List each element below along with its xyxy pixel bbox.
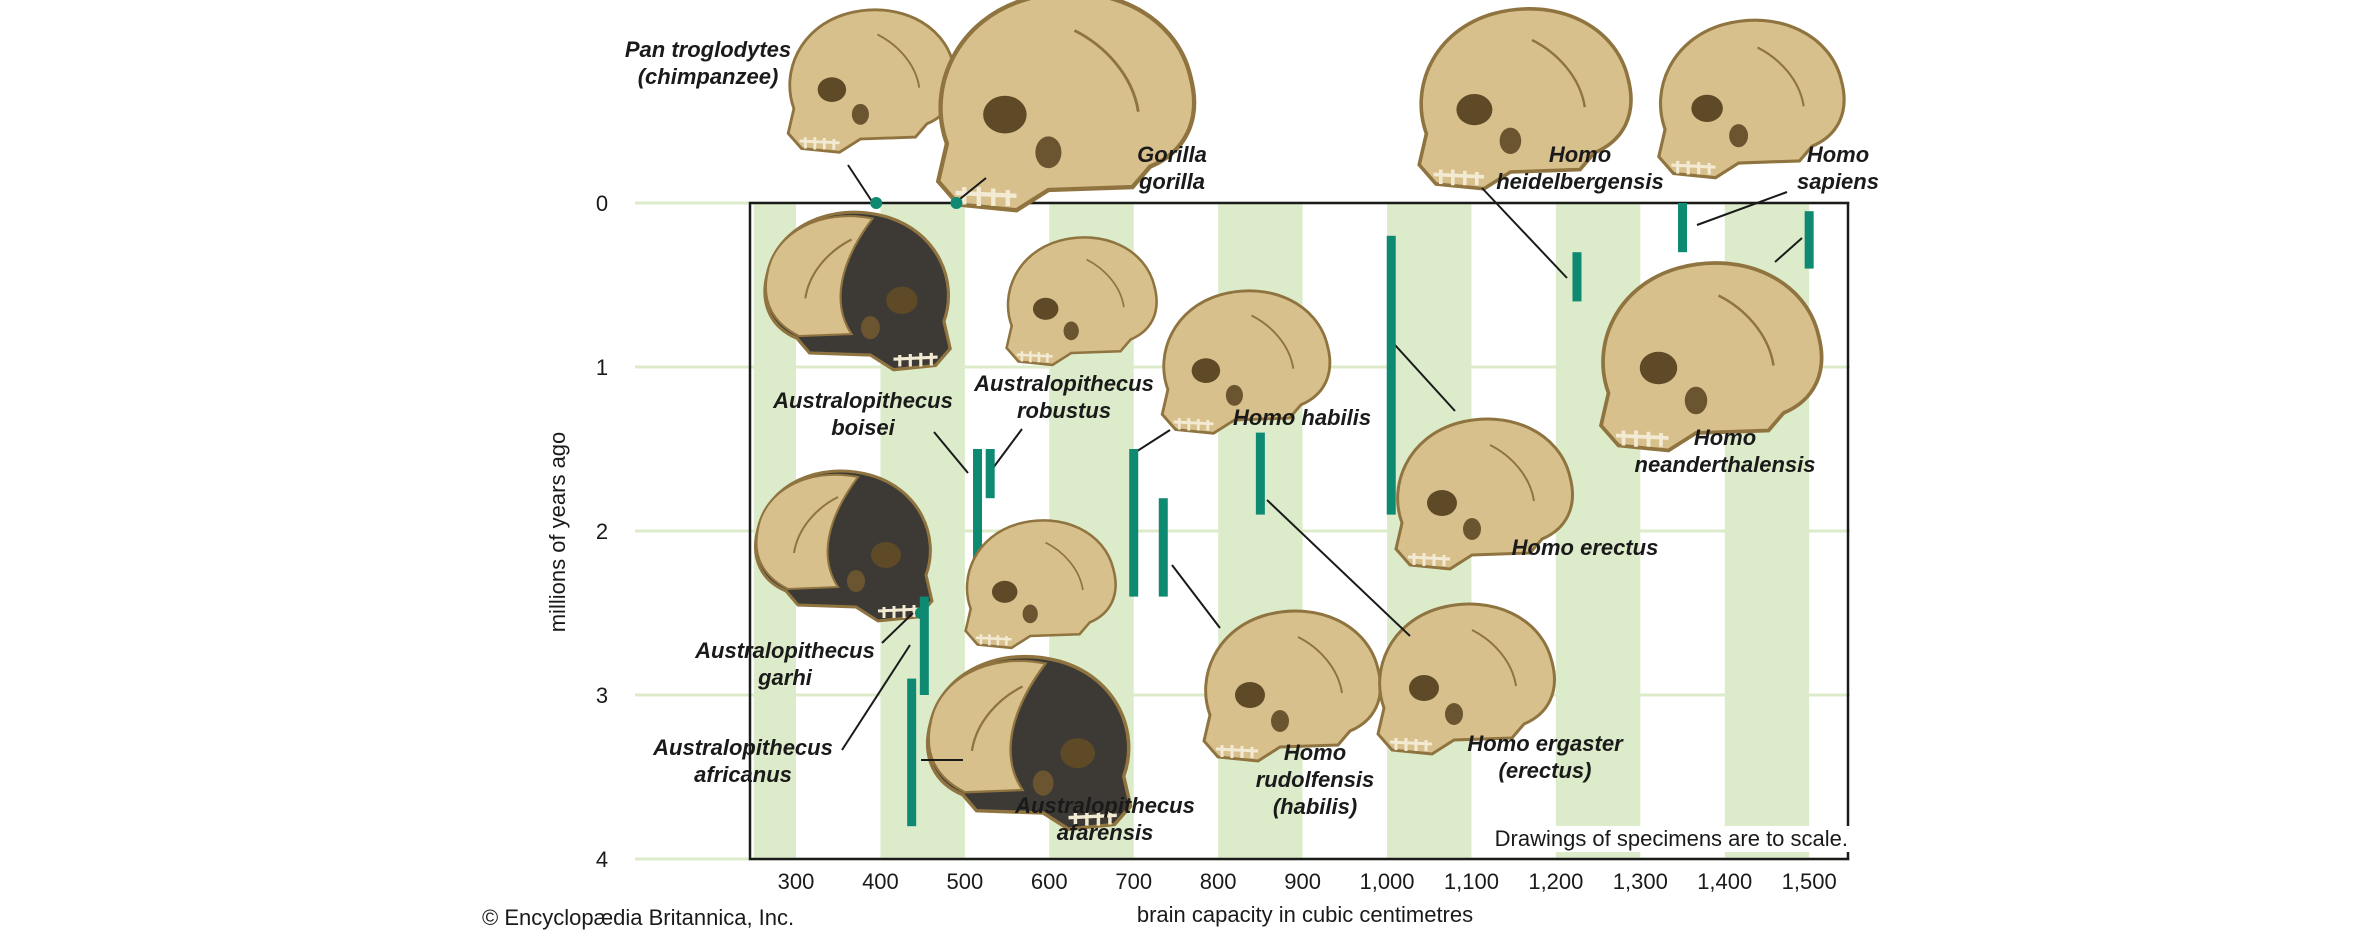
homo-ergaster-erectus-leader-line	[1266, 499, 1411, 637]
x-tick-900: 900	[1284, 869, 1321, 894]
australopithecus-boisei-skull-icon	[763, 210, 952, 372]
x-tick-1,100: 1,100	[1444, 869, 1499, 894]
australopithecus-robustus-range-bar	[985, 449, 995, 499]
australopithecus-afarensis-range-bar	[907, 678, 917, 827]
x-tick-300: 300	[778, 869, 815, 894]
pan-troglodytes-chimpanzee-skull-icon	[786, 8, 958, 154]
plot-frame	[748, 201, 1850, 861]
x-tick-700: 700	[1115, 869, 1152, 894]
x-tick-1,000: 1,000	[1359, 869, 1414, 894]
scale-note: Drawings of specimens are to scale.	[1490, 826, 1852, 852]
y-tick-3: 3	[596, 683, 608, 708]
australopithecus-garhi-label: Australopithecus garhi	[694, 638, 875, 690]
homo-sapiens-skull-icon	[1657, 18, 1846, 180]
homo-habilis-skull-icon	[1160, 289, 1332, 435]
australopithecus-robustus-skull-icon	[1005, 236, 1158, 367]
homo-sapiens-range-bar	[1678, 203, 1688, 253]
australopithecus-robustus-label: Australopithecus robustus	[973, 371, 1154, 423]
homo-neanderthalensis-skull-icon	[1598, 261, 1824, 453]
x-tick-800: 800	[1200, 869, 1237, 894]
y-tick-2: 2	[596, 519, 608, 544]
x-tick-400: 400	[862, 869, 899, 894]
australopithecus-boisei-range-bar	[973, 449, 983, 613]
homo-heidelbergensis-label: Homo heidelbergensis	[1496, 142, 1664, 194]
gorilla-gorilla-label: Gorilla gorilla	[1137, 142, 1207, 194]
homo-rudolfensis-habilis-leader-line	[1171, 564, 1221, 629]
homo-heidelbergensis-range-bar	[1572, 252, 1582, 302]
homo-erectus-label: Homo erectus	[1512, 535, 1659, 560]
pan-troglodytes-chimpanzee-leader-line	[847, 164, 874, 204]
y-tick-0: 0	[596, 191, 608, 216]
homo-ergaster-erectus-range-bar	[1255, 432, 1265, 515]
australopithecus-garhi-leader-line	[881, 612, 914, 644]
homo-ergaster-erectus-label: Homo ergaster (erectus)	[1467, 731, 1624, 783]
australopithecus-boisei-label: Australopithecus boisei	[772, 388, 953, 440]
australopithecus-africanus-leader-line	[841, 644, 911, 751]
australopithecus-boisei-leader-line	[933, 431, 969, 474]
x-tick-1,300: 1,300	[1613, 869, 1668, 894]
y-axis-title: millions of years ago	[545, 432, 570, 633]
homo-rudolfensis-habilis-skull-icon	[1202, 609, 1382, 763]
x-tick-1,200: 1,200	[1528, 869, 1583, 894]
australopithecus-afarensis-label: Australopithecus afarensis	[1014, 793, 1195, 845]
homo-neanderthalensis-range-bar	[1804, 211, 1814, 269]
homo-erectus-leader-line	[1394, 344, 1456, 412]
homo-erectus-range-bar	[1386, 235, 1396, 515]
y-tick-1: 1	[596, 355, 608, 380]
x-axis-title: brain capacity in cubic centimetres	[1137, 902, 1473, 927]
homo-neanderthalensis-label: Homo neanderthalensis	[1635, 425, 1816, 477]
x-tick-1,500: 1,500	[1782, 869, 1837, 894]
x-tick-500: 500	[947, 869, 984, 894]
homo-ergaster-erectus-skull-icon	[1376, 602, 1556, 756]
australopithecus-africanus-skull-icon	[964, 519, 1117, 650]
x-tick-1,400: 1,400	[1697, 869, 1752, 894]
homo-habilis-label: Homo habilis	[1233, 405, 1371, 430]
australopithecus-africanus-range-bar	[919, 596, 929, 695]
homo-rudolfensis-habilis-range-bar	[1158, 498, 1168, 597]
homo-sapiens-label: Homo sapiens	[1797, 142, 1879, 194]
homo-heidelbergensis-skull-icon	[1417, 7, 1633, 191]
australopithecus-garhi-skull-icon	[754, 469, 934, 623]
homo-rudolfensis-habilis-label: Homo rudolfensis (habilis)	[1256, 740, 1375, 819]
pan-troglodytes-chimpanzee-point	[870, 197, 883, 209]
gorilla-gorilla-point	[950, 197, 963, 209]
australopithecus-robustus-leader-line	[992, 428, 1023, 469]
homo-erectus-skull-icon	[1394, 417, 1574, 571]
y-tick-4: 4	[596, 847, 608, 872]
homo-sapiens-leader-line	[1696, 191, 1788, 226]
homo-habilis-range-bar	[1129, 449, 1139, 597]
homo-neanderthalensis-leader-line	[1774, 237, 1803, 263]
x-tick-600: 600	[1031, 869, 1068, 894]
gorilla-gorilla-skull-icon	[935, 0, 1197, 213]
pan-troglodytes-chimpanzee-label: Pan troglodytes (chimpanzee)	[625, 37, 791, 89]
copyright: © Encyclopædia Britannica, Inc.	[482, 905, 795, 930]
homo-heidelbergensis-leader-line	[1481, 187, 1568, 279]
australopithecus-africanus-label: Australopithecus africanus	[652, 735, 833, 787]
